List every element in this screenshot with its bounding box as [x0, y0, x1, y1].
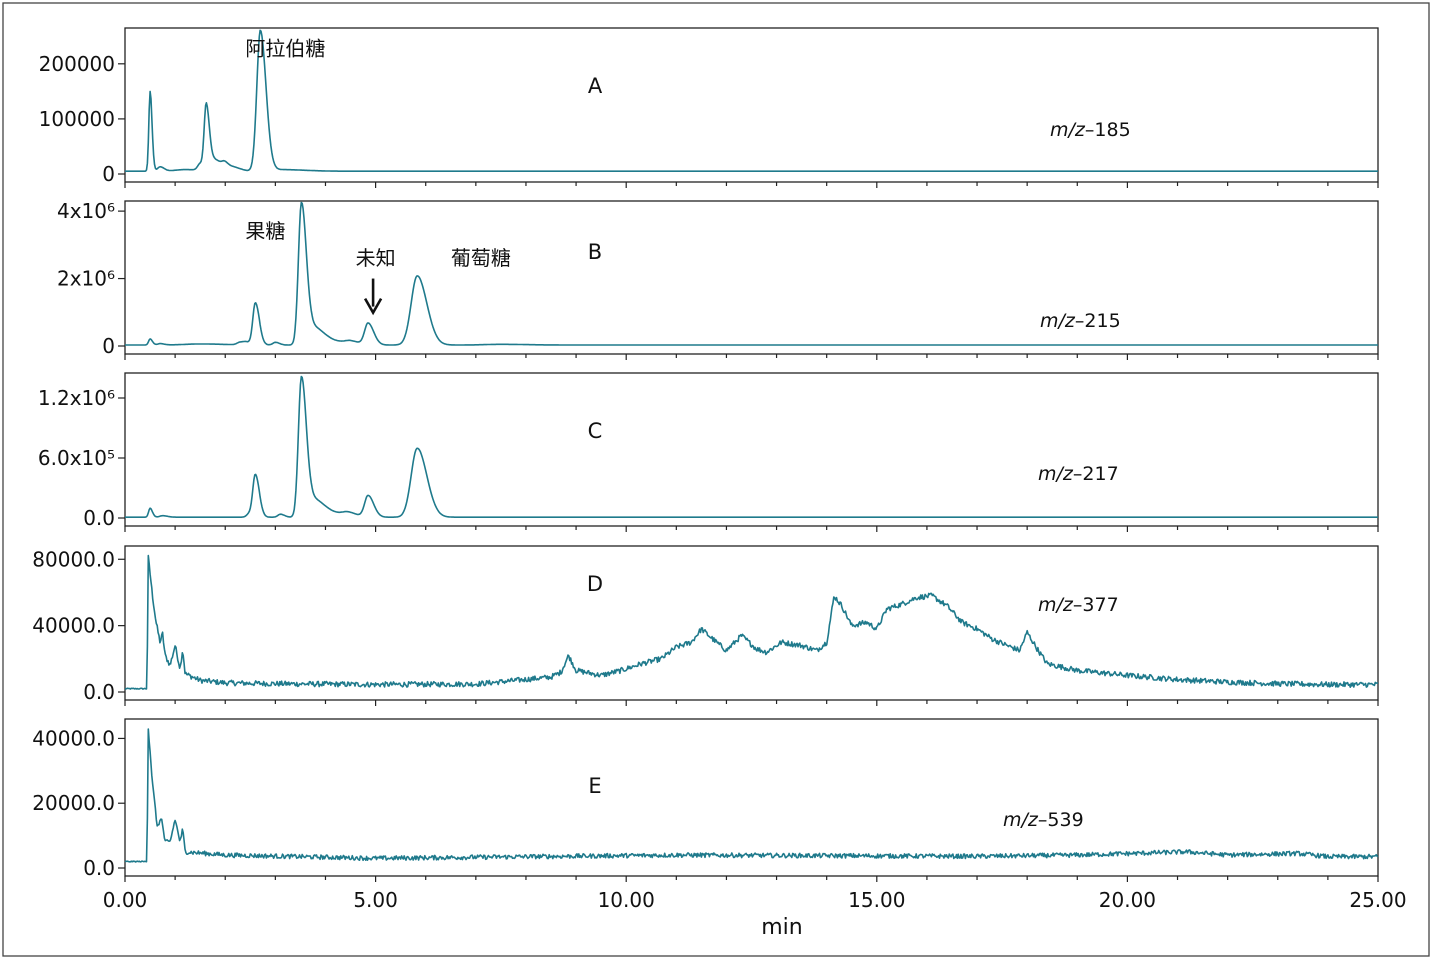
- y-tick-label: 40000.0: [32, 726, 115, 750]
- x-axis: 0.00 5.00 10.00 15.00 20.00 25.00: [103, 888, 1407, 912]
- mz-label: m/z–185: [1050, 119, 1131, 141]
- panel-frame: [124, 27, 1379, 183]
- y-tick-label: 20000.0: [32, 791, 115, 815]
- panel-letter: D: [587, 572, 603, 596]
- y-tick-label: 1.2x10⁶: [38, 386, 115, 410]
- mz-label: m/z–215: [1040, 310, 1121, 332]
- y-tick-label: 2x10⁶: [57, 267, 115, 291]
- arrow-head: [363, 297, 383, 316]
- x-tick-label: 5.00: [353, 888, 398, 912]
- x-tick-label: 20.00: [1099, 888, 1156, 912]
- mz-label: m/z–377: [1038, 594, 1119, 616]
- y-tick-label: 80000.0: [32, 547, 115, 571]
- peak-annotation: 未知: [356, 246, 396, 270]
- y-tick-label: 0: [102, 162, 115, 186]
- mz-label: m/z–539: [1003, 809, 1084, 831]
- trace-line: [125, 375, 1378, 518]
- y-tick-label: 4x10⁶: [57, 199, 115, 223]
- panel-frame: [124, 372, 1379, 527]
- mz-value: –215: [1075, 310, 1121, 332]
- panel-frame: [124, 545, 1379, 701]
- x-tick-label: 25.00: [1349, 888, 1406, 912]
- mz-value: –539: [1038, 809, 1084, 831]
- x-axis-label: min: [761, 915, 803, 940]
- y-tick-label: 6.0x10⁵: [38, 446, 115, 470]
- y-tick-label: 200000: [39, 52, 115, 76]
- mz-value: –377: [1073, 594, 1119, 616]
- panels-group: 0100000200000Am/z–185阿拉伯糖02x10⁶4x10⁶Bm/z…: [32, 27, 1379, 882]
- mz-prefix: m/z: [1050, 119, 1086, 141]
- y-tick-label: 0.0: [83, 856, 115, 880]
- panel-frame: [124, 718, 1379, 877]
- y-tick-label: 0.0: [83, 680, 115, 704]
- y-tick-label: 100000: [39, 107, 115, 131]
- peak-annotation: 阿拉伯糖: [245, 37, 325, 61]
- panel-d: 0.0 40000.0 80000.0 Dm/z–377: [32, 545, 1379, 706]
- y-tick-label: 40000.0: [32, 614, 115, 638]
- x-tick-label: 15.00: [848, 888, 905, 912]
- trace-line: [125, 29, 1378, 172]
- x-tick-label: 10.00: [598, 888, 655, 912]
- panel-letter: C: [588, 419, 603, 443]
- panel-e: 0.0 20000.0 40000.0 Em/z–539: [32, 718, 1379, 882]
- panel-letter: A: [588, 74, 603, 98]
- mz-prefix: m/z: [1038, 594, 1074, 616]
- panel-a: 0 100000 200000 Am/z–185 阿拉伯糖: [39, 27, 1379, 188]
- mz-value: –185: [1085, 119, 1131, 141]
- y-tick-label: 0: [102, 334, 115, 358]
- panel-letter: B: [588, 240, 602, 264]
- mz-prefix: m/z: [1040, 310, 1076, 332]
- mz-prefix: m/z: [1003, 809, 1039, 831]
- panel-letter: E: [588, 774, 601, 798]
- mz-label: m/z–217: [1038, 463, 1119, 485]
- y-tick-label: 0.0: [83, 506, 115, 530]
- panel-frame: [124, 200, 1379, 355]
- mz-prefix: m/z: [1038, 463, 1074, 485]
- peak-annotation: 果糖: [245, 219, 285, 243]
- mz-value: –217: [1073, 463, 1119, 485]
- trace-line: [124, 554, 1378, 690]
- peak-annotation: 葡萄糖: [451, 246, 511, 270]
- x-tick-label: 0.00: [103, 888, 148, 912]
- panel-c: 0.0 6.0x10⁵ 1.2x10⁶ Cm/z–217: [38, 372, 1379, 532]
- trace-line: [125, 201, 1378, 346]
- trace-line: [124, 728, 1379, 863]
